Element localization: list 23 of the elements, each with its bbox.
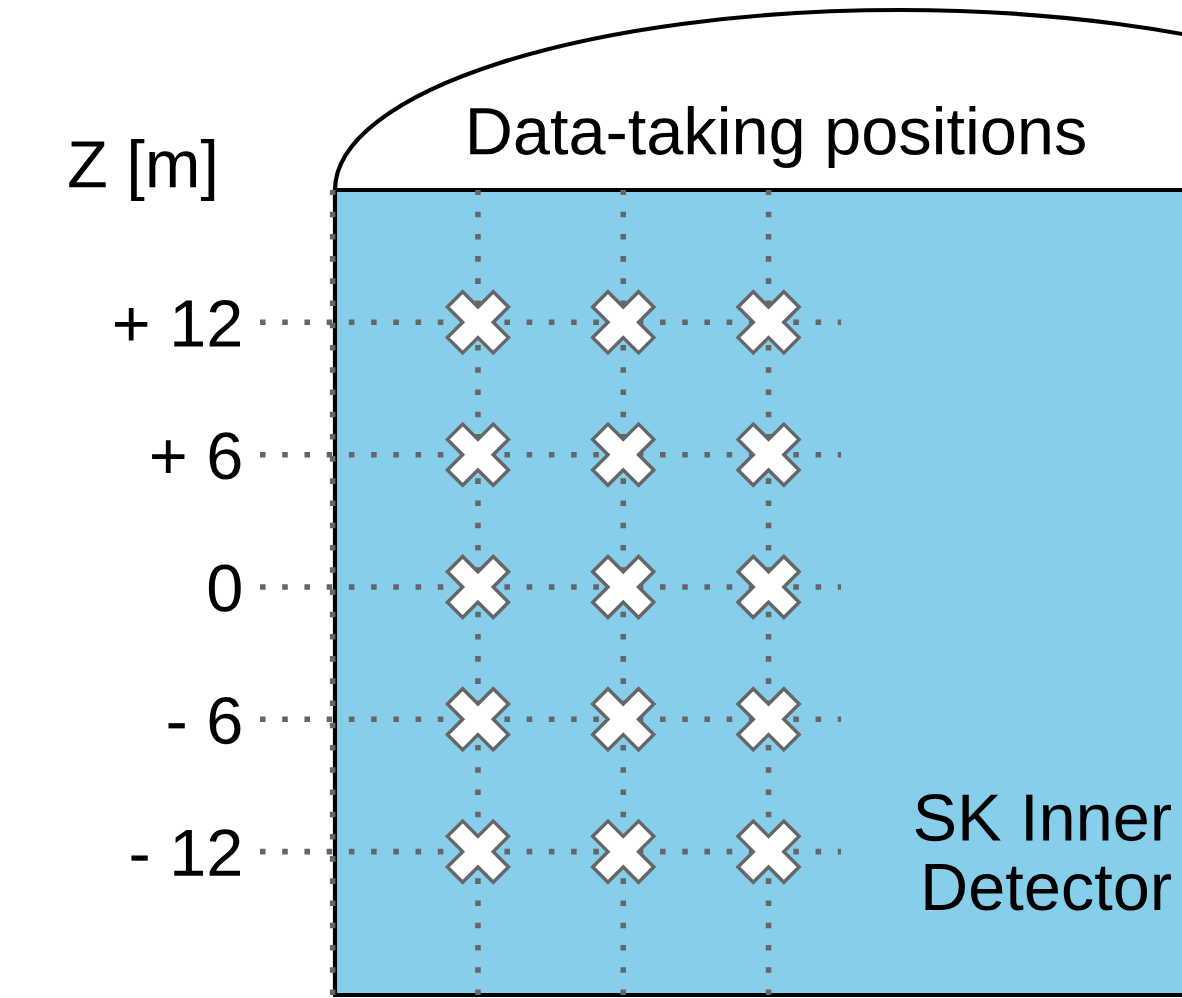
point [736, 687, 801, 752]
point [736, 422, 801, 487]
y-tick-label: 0 [208, 564, 241, 612]
point [445, 687, 511, 752]
point [736, 290, 801, 355]
point [590, 554, 656, 620]
y-tick-label: - 6 [168, 696, 241, 745]
point [736, 819, 801, 884]
point [445, 819, 511, 884]
y-tick-label: + 6 [152, 432, 241, 480]
point [590, 290, 656, 355]
point [736, 554, 801, 620]
point [590, 687, 656, 752]
text: SK Inner Detector [915, 793, 1171, 911]
point [445, 554, 511, 620]
point [445, 290, 511, 355]
y-tick-label: + 12 [114, 299, 240, 347]
chart-title: Data-taking positions [470, 105, 1085, 169]
point [590, 422, 656, 487]
y-tick-label: - 12 [131, 829, 240, 876]
y-axis-title: Z [m] [69, 138, 215, 202]
point [445, 422, 511, 487]
point [590, 819, 656, 884]
